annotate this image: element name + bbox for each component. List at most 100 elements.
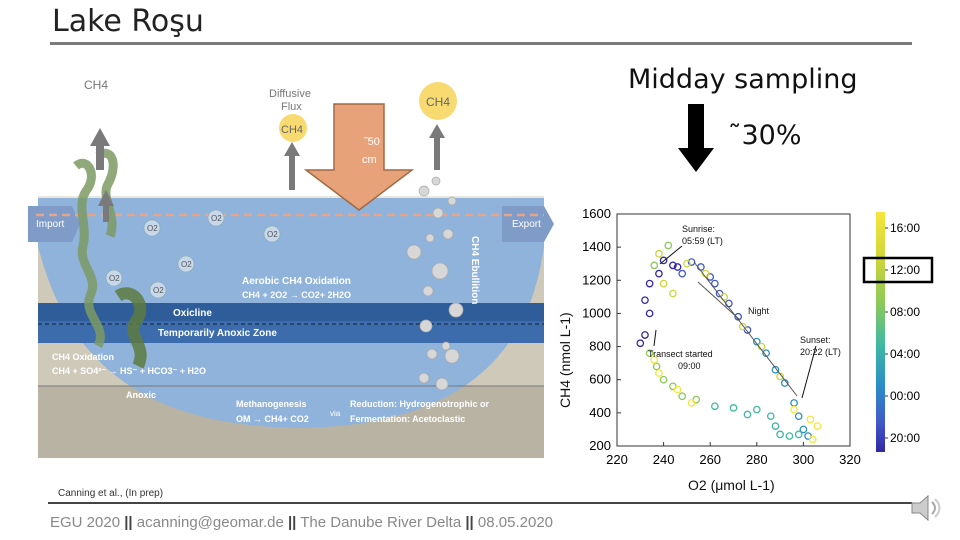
y-tick-label: 600: [589, 372, 611, 387]
footer-email: acanning@geomar.de: [132, 514, 288, 531]
anoxic-zone-label: Temporarily Anoxic Zone: [158, 328, 277, 339]
data-point: [738, 322, 747, 331]
footer: EGU 2020 || acanning@geomar.de || The Da…: [50, 514, 553, 531]
data-point: [766, 412, 775, 421]
aquatic-plant-right: [114, 287, 147, 369]
speaker-icon[interactable]: [908, 490, 944, 526]
data-point: [806, 415, 815, 424]
via-label: via: [330, 409, 341, 418]
ebullition-top-arrow: [429, 124, 445, 170]
sunrise-pointer: [659, 245, 683, 265]
data-point: [752, 405, 761, 414]
aerobic-equation: CH4 + 2O2 → CO2+ 2H2O: [242, 290, 351, 300]
y-tick-label: 800: [589, 339, 611, 354]
anoxic-label: Anoxic: [126, 390, 156, 400]
x-tick-label: 260: [699, 452, 721, 467]
colorbar-ticks: 16:00 12:00 08:00 04:00 00:00 20:00: [885, 221, 920, 445]
data-point: [652, 362, 661, 371]
x-tick-label: 320: [839, 452, 861, 467]
sunset-label-1: Sunset:: [800, 335, 831, 345]
ebullition-label: CH4 Ebullition: [469, 236, 480, 304]
export-arrow: [502, 206, 554, 242]
data-point: [650, 355, 659, 364]
data-point: [687, 258, 696, 266]
data-point: [645, 279, 654, 288]
o2-bubbles: [105, 209, 281, 299]
data-point: [650, 261, 659, 270]
data-point: [673, 263, 682, 271]
ch4-small-arrow: [98, 190, 114, 222]
data-point: [645, 349, 654, 358]
title-divider: [50, 42, 912, 45]
o2-label-6: O2: [153, 286, 164, 295]
data-point: [752, 337, 761, 346]
ebullition-bubbles: [406, 176, 464, 391]
data-point: [641, 296, 649, 305]
footer-separator: ||: [124, 514, 133, 531]
night-arrow: [693, 261, 798, 397]
night-label: Night: [748, 306, 770, 316]
night-arrow-head: [697, 281, 741, 321]
y-tick-label: 1200: [582, 272, 611, 287]
footer-topic: The Danube River Delta: [296, 514, 466, 531]
data-point: [785, 432, 794, 440]
colorbar-tick-label: 04:00: [890, 347, 920, 361]
data-point: [794, 412, 803, 421]
data-point: [659, 279, 668, 288]
data-point: [794, 430, 803, 439]
citation: Canning et al., (In prep): [58, 488, 164, 499]
data-point: [678, 269, 687, 278]
page-title: Lake Roşu: [52, 4, 204, 39]
footer-divider: [48, 502, 912, 504]
depth-label-2: cm: [362, 154, 377, 166]
data-point: [678, 392, 687, 401]
y-tick-label: 1600: [582, 206, 611, 221]
depth-label-1: ˜50: [363, 136, 380, 148]
data-point: [776, 430, 784, 439]
fermentation-label: Fermentation: Acetoclastic: [350, 414, 465, 424]
data-point: [664, 241, 673, 250]
data-point: [641, 331, 649, 339]
data-point: [711, 279, 719, 288]
data-point: [669, 261, 677, 270]
data-point: [683, 259, 691, 268]
o2-label-5: O2: [109, 274, 120, 283]
o2-label-3: O2: [267, 230, 278, 239]
x-ticks: 220 240 260 280 300 320: [606, 442, 861, 467]
y-tick-label: 200: [589, 438, 611, 453]
ch4-right-label: CH4: [426, 95, 450, 109]
transect-label-2: 09:00: [678, 361, 701, 371]
data-point: [790, 405, 798, 414]
data-point: [645, 309, 654, 318]
data-point: [729, 404, 738, 412]
import-label: Import: [36, 219, 65, 230]
x-tick-label: 300: [793, 452, 815, 467]
data-point: [659, 256, 668, 265]
diffusive-label-2: Flux: [281, 101, 302, 113]
data-point: [636, 339, 645, 348]
sunrise-label-1: Sunrise:: [682, 224, 715, 234]
data-point: [669, 289, 677, 298]
data-point: [771, 365, 780, 374]
diffusive-arrow: [284, 142, 300, 190]
o2-label-4: O2: [181, 260, 192, 269]
data-point: [743, 410, 752, 419]
data-points: [636, 241, 822, 444]
y-ticks: 200 400 600 800 1000 1200 1400 1600: [582, 206, 621, 453]
o2-label-1: O2: [147, 224, 158, 233]
footer-date: 08.05.2020: [473, 514, 554, 531]
aerobic-title: Aerobic CH4 Oxidation: [242, 276, 351, 287]
ch4-flux-label: CH4: [281, 124, 303, 136]
o2-label-2: O2: [211, 214, 222, 223]
data-point: [655, 369, 663, 377]
ch4-oxidation-equation: CH4 + SO4²⁻ → HS⁻ + HCO3⁻ + H2O: [52, 366, 206, 376]
data-point: [655, 269, 663, 278]
y-tick-label: 1000: [582, 305, 611, 320]
ch4-flux-bubble: [279, 114, 307, 142]
transect-label-1: Transect started: [648, 349, 713, 359]
x-tick-label: 240: [653, 452, 675, 467]
oxicline-band: [38, 303, 544, 321]
methanogenesis-equation: OM → CH4+ CO2: [236, 414, 309, 424]
sunrise-label-2: 05:59 (LT): [682, 236, 723, 246]
data-point: [659, 375, 668, 384]
